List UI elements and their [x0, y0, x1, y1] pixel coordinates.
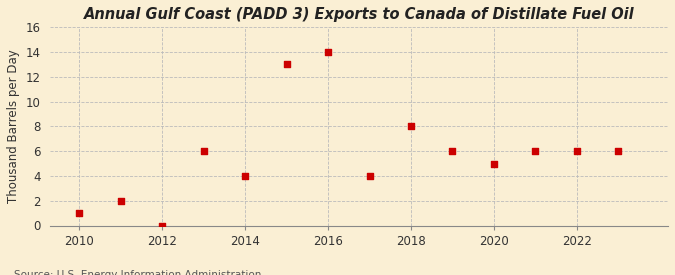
- Point: [447, 149, 458, 153]
- Point: [281, 62, 292, 67]
- Point: [198, 149, 209, 153]
- Point: [530, 149, 541, 153]
- Point: [489, 161, 500, 166]
- Point: [157, 223, 167, 228]
- Point: [572, 149, 583, 153]
- Point: [115, 199, 126, 203]
- Point: [74, 211, 84, 215]
- Y-axis label: Thousand Barrels per Day: Thousand Barrels per Day: [7, 50, 20, 203]
- Point: [613, 149, 624, 153]
- Point: [406, 124, 416, 129]
- Text: Source: U.S. Energy Information Administration: Source: U.S. Energy Information Administ…: [14, 271, 261, 275]
- Point: [323, 50, 333, 54]
- Title: Annual Gulf Coast (PADD 3) Exports to Canada of Distillate Fuel Oil: Annual Gulf Coast (PADD 3) Exports to Ca…: [84, 7, 634, 22]
- Point: [240, 174, 250, 178]
- Point: [364, 174, 375, 178]
